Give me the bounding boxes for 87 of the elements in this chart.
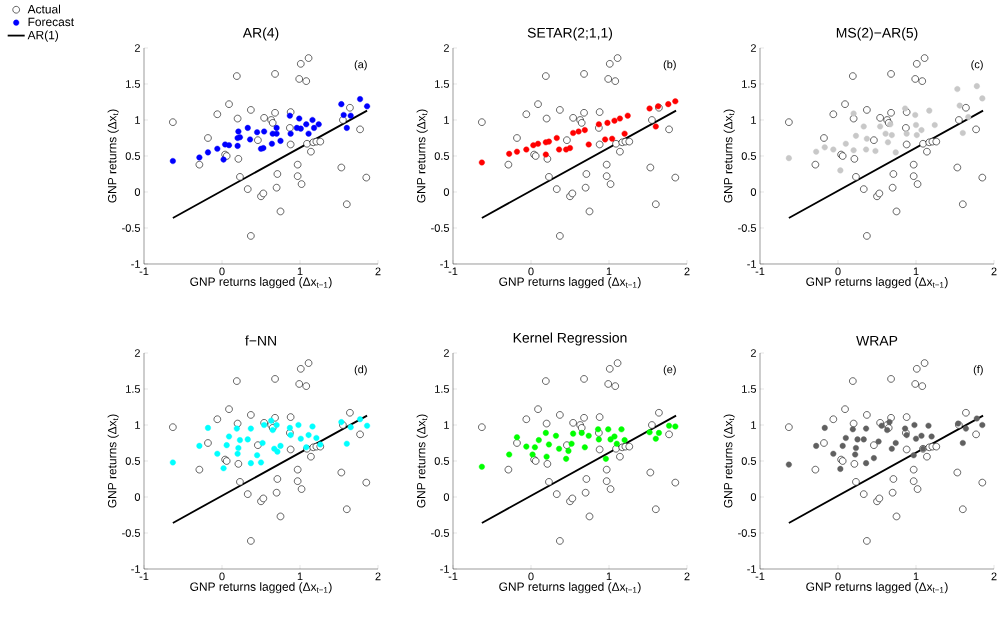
y-tick-label: -1 xyxy=(440,565,449,573)
x-tick-label: 0 xyxy=(528,572,534,581)
y-tick-label: 0 xyxy=(750,493,757,501)
x-tick-label: 1 xyxy=(297,267,303,276)
y-tick-label: 1.5 xyxy=(126,385,141,393)
y-tick-label: 1 xyxy=(135,116,140,124)
x-tick-label: 2 xyxy=(375,572,381,581)
x-tick-label: 2 xyxy=(375,267,381,276)
legend-label: Actual xyxy=(27,4,61,14)
y-tick-label: 1.5 xyxy=(742,385,757,393)
y-tick-label: 2 xyxy=(750,44,756,52)
x-tick-label: 1 xyxy=(913,267,919,276)
y-tick-label: -1 xyxy=(131,260,140,268)
legend-label: AR(1) xyxy=(27,30,59,42)
x-tick-label: 0 xyxy=(835,572,841,581)
y-tick-label: -1 xyxy=(747,260,756,268)
y-tick-label: 0 xyxy=(134,493,141,501)
y-axis-title: GNP returns (Δx$_{t}$) xyxy=(107,414,119,508)
y-tick-label: -0.5 xyxy=(738,529,757,537)
y-tick-label: 0.5 xyxy=(125,457,141,465)
y-tick-label: 1.5 xyxy=(435,385,450,393)
x-tick-label: 1 xyxy=(606,267,612,276)
y-tick-label: -0.5 xyxy=(431,224,450,232)
x-tick-label: 0 xyxy=(219,267,225,276)
legend-label: Forecast xyxy=(28,17,74,27)
y-tick-label: 0.5 xyxy=(125,152,141,160)
annotation: (f) xyxy=(973,365,983,376)
chart-title: Kernel Regression xyxy=(513,332,627,346)
chart-title: WRAP xyxy=(856,335,898,346)
y-tick-label: 0.5 xyxy=(434,152,450,160)
y-axis-title: GNP returns (Δx$_{t}$) xyxy=(107,109,119,203)
chart-title: AR(4) xyxy=(242,27,279,41)
y-tick-label: -0.5 xyxy=(738,224,757,232)
annotation: (d) xyxy=(354,365,367,376)
x-tick-label: 0 xyxy=(528,267,534,276)
x-tick-label: 1 xyxy=(606,572,612,581)
x-tick-label: 2 xyxy=(991,267,997,276)
x-tick-label: 0 xyxy=(219,572,225,581)
y-tick-label: -0.5 xyxy=(122,224,141,232)
annotation: (a) xyxy=(354,60,367,71)
x-axis-title: GNP returns lagged (Δx$_{t−1}$) xyxy=(190,582,332,594)
x-tick-label: 0 xyxy=(835,267,841,276)
chart-title: SETAR(2;1,1) xyxy=(527,27,613,41)
x-tick-label: 2 xyxy=(991,572,997,581)
y-tick-label: 0 xyxy=(443,493,450,501)
x-axis-title: GNP returns lagged (Δx$_{t−1}$) xyxy=(499,277,641,289)
y-tick-label: 0.5 xyxy=(434,457,450,465)
chart-title: f−NN xyxy=(245,335,276,346)
chart-title: MS(2)−AR(5) xyxy=(836,27,918,41)
y-tick-label: -1 xyxy=(440,260,449,268)
x-tick-label: 1 xyxy=(913,572,919,581)
x-tick-label: 1 xyxy=(297,572,303,581)
y-axis-title: GNP returns (Δx$_{t}$) xyxy=(416,414,428,508)
y-tick-label: 0 xyxy=(134,188,141,196)
annotation: (b) xyxy=(663,60,676,71)
y-axis-title: GNP returns (Δx$_{t}$) xyxy=(723,414,735,508)
x-axis-title: GNP returns lagged (Δx$_{t−1}$) xyxy=(190,277,332,289)
x-tick-label: 2 xyxy=(684,267,690,276)
x-tick-label: 2 xyxy=(684,572,690,581)
y-tick-label: 0.5 xyxy=(741,152,757,160)
y-tick-label: -1 xyxy=(131,565,140,573)
x-axis-title: GNP returns lagged (Δx$_{t−1}$) xyxy=(806,277,948,289)
y-axis-title: GNP returns (Δx$_{t}$) xyxy=(416,109,428,203)
y-tick-label: -0.5 xyxy=(122,529,141,537)
y-tick-label: 2 xyxy=(134,349,140,357)
y-tick-label: 2 xyxy=(134,44,140,52)
y-tick-label: 1.5 xyxy=(742,80,757,88)
annotation: (c) xyxy=(971,60,983,71)
annotation: (e) xyxy=(663,365,676,376)
y-tick-label: 1 xyxy=(444,421,449,429)
y-tick-label: 1 xyxy=(444,116,449,124)
y-axis-title: GNP returns (Δx$_{t}$) xyxy=(723,109,735,203)
y-tick-label: 0 xyxy=(750,188,757,196)
y-tick-label: 2 xyxy=(750,349,756,357)
y-tick-label: 1 xyxy=(751,421,756,429)
y-tick-label: 1 xyxy=(135,421,140,429)
y-tick-label: 2 xyxy=(443,349,449,357)
y-tick-label: -1 xyxy=(747,565,756,573)
y-tick-label: 1.5 xyxy=(126,80,141,88)
x-axis-title: GNP returns lagged (Δx$_{t−1}$) xyxy=(499,582,641,594)
y-tick-label: 1.5 xyxy=(435,80,450,88)
y-tick-label: 0 xyxy=(443,188,450,196)
y-tick-label: 2 xyxy=(443,44,449,52)
y-tick-label: 0.5 xyxy=(741,457,757,465)
y-tick-label: -0.5 xyxy=(431,529,450,537)
y-tick-label: 1 xyxy=(751,116,756,124)
x-axis-title: GNP returns lagged (Δx$_{t−1}$) xyxy=(806,582,948,594)
